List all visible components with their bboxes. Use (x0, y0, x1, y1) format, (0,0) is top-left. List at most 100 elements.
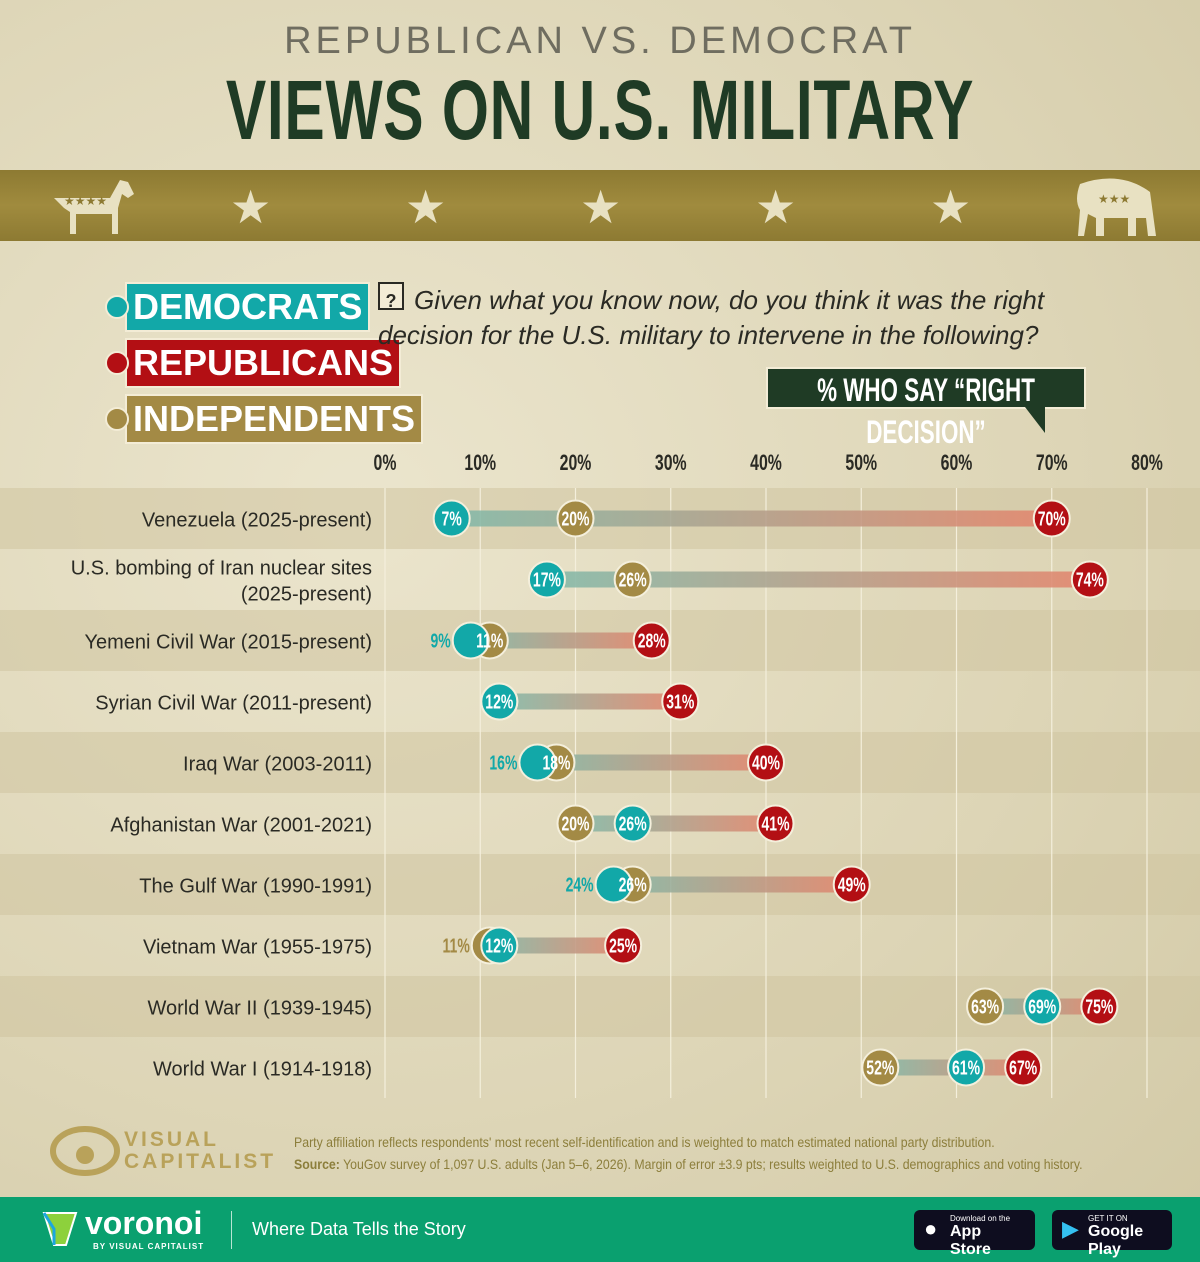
democrats-point (432, 499, 471, 538)
independents-value-label: 11% (476, 629, 503, 652)
tick-label: 70% (1036, 452, 1068, 476)
republicans-value-label: 28% (638, 629, 666, 652)
republicans-value-label: 41% (762, 812, 790, 835)
gplay-small: GET IT ON (1088, 1214, 1128, 1223)
google-play-button[interactable]: ▶ GET IT ON Google Play (1052, 1210, 1172, 1258)
legend-swatch (105, 295, 129, 319)
republicans-point (1080, 987, 1119, 1026)
democrats-value-label: 12% (485, 690, 513, 713)
elephant-icon (1077, 178, 1156, 236)
survey-question: ? Given what you know now, do you think i… (378, 282, 1098, 353)
republicans-point (661, 682, 700, 721)
category-label: Afghanistan War (2001-2021) (110, 815, 372, 837)
range-bar (537, 754, 766, 771)
republicans-value-label: 31% (666, 690, 694, 713)
star-icon: ★ (405, 181, 447, 233)
republicans-value-label: 67% (1009, 1056, 1037, 1079)
star-icon: ★ (230, 181, 272, 233)
democrats-value-label: 61% (952, 1056, 980, 1079)
voronoi-brand[interactable]: voronoi (85, 1205, 203, 1241)
category-label: U.S. bombing of Iran nuclear sites (71, 558, 372, 580)
democrats-point (594, 865, 633, 904)
category-label: Yemeni Civil War (2015-present) (84, 632, 372, 654)
republicans-point (1070, 560, 1109, 599)
tick-label: 80% (1131, 452, 1163, 476)
logo-line2: CAPITALIST (124, 1150, 277, 1173)
visual-capitalist-logo: VISUAL CAPITALIST (50, 1125, 276, 1177)
democrats-value-label: 26% (619, 812, 647, 835)
banner: ★★★★ ★ ★ ★ ★ ★ ★★★ (0, 170, 1200, 241)
footnote: Party affiliation reflects respondents' … (294, 1131, 1083, 1175)
question-icon: ? (378, 282, 404, 311)
republicans-point (1004, 1048, 1043, 1087)
legend-swatch (105, 351, 129, 375)
range-bar (613, 876, 852, 893)
legend-label: DEMOCRATS (125, 282, 371, 332)
range-bar (451, 510, 1052, 527)
republicans-point (756, 804, 795, 843)
divider (231, 1211, 232, 1249)
democrats-point (518, 743, 557, 782)
republicans-value-label: 75% (1085, 995, 1113, 1018)
elephant-stars: ★★★ (1098, 192, 1131, 206)
republicans-value-label: 70% (1038, 507, 1066, 530)
category-label: World War II (1939-1945) (147, 998, 372, 1020)
axis-callout: % WHO SAY “RIGHT DECISION” (766, 367, 1086, 450)
republicans-point (604, 926, 643, 965)
republicans-point (632, 621, 671, 660)
tick-label: 40% (750, 452, 782, 476)
voronoi-logo-icon (42, 1212, 78, 1246)
star-icon: ★ (580, 181, 622, 233)
dumbbell-chart: 0% 10% 20% 30% 40% 50% 60% 70% 80% Venezuela (202… (0, 452, 1200, 1098)
range-bar (575, 815, 776, 832)
subtitle: REPUBLICAN VS. DEMOCRAT (284, 20, 916, 62)
category-label: Iraq War (2003-2011) (183, 754, 372, 776)
tick-label: 50% (845, 452, 877, 476)
star-icon: ★ (930, 181, 972, 233)
republicans-point (1032, 499, 1071, 538)
callout-text: % WHO SAY “RIGHT DECISION” (817, 372, 1035, 450)
legend-independents: INDEPENDENTS (105, 394, 424, 444)
independents-point (613, 560, 652, 599)
source-text: YouGov survey of 1,097 U.S. adults (Jan … (343, 1156, 1083, 1172)
legend-label: REPUBLICANS (125, 338, 402, 388)
voronoi-by: BY VISUAL CAPITALIST (93, 1242, 205, 1251)
republicans-value-label: 40% (752, 751, 780, 774)
independents-value-label: 20% (561, 812, 589, 835)
legend-democrats: DEMOCRATS (105, 282, 371, 332)
category-label: The Gulf War (1990-1991) (139, 876, 372, 898)
range-bar (489, 937, 624, 954)
category-label: Venezuela (2025-present) (142, 510, 372, 532)
appstore-label: App Store (950, 1223, 991, 1258)
category-label: World War I (1914-1918) (153, 1059, 372, 1081)
democrats-value-label: 7% (442, 507, 462, 530)
democrats-value-label: 12% (485, 934, 513, 957)
republicans-value-label: 25% (609, 934, 637, 957)
logo-line1: VISUAL (124, 1128, 220, 1151)
source-label: Source: (294, 1156, 340, 1172)
tick-label: 60% (941, 452, 973, 476)
vc-logo-icon (50, 1126, 120, 1176)
democrats-point (480, 682, 519, 721)
democrats-value-label: 24% (566, 873, 594, 896)
democrats-point (451, 621, 490, 660)
star-icon: ★ (755, 181, 797, 233)
tick-label: 10% (464, 452, 496, 476)
range-bar (546, 571, 1090, 588)
independents-value-label: 26% (619, 568, 647, 591)
republicans-point (747, 743, 785, 782)
independents-point (966, 987, 1005, 1026)
democrats-value-label: 17% (533, 568, 561, 591)
democrats-point (1023, 987, 1062, 1026)
independents-point (556, 804, 595, 843)
independents-point (861, 1048, 900, 1087)
tick-label: 30% (655, 452, 687, 476)
apple-icon: ● (924, 1216, 938, 1241)
democrats-point (613, 804, 652, 843)
app-store-button[interactable]: ● Download on the App Store (914, 1210, 1035, 1258)
independents-point (556, 499, 595, 538)
question-text: Given what you know now, do you think it… (378, 285, 1045, 350)
independents-value-label: 11% (443, 934, 470, 957)
democrats-value-label: 16% (489, 751, 517, 774)
category-label: Syrian Civil War (2011-present) (95, 693, 372, 715)
